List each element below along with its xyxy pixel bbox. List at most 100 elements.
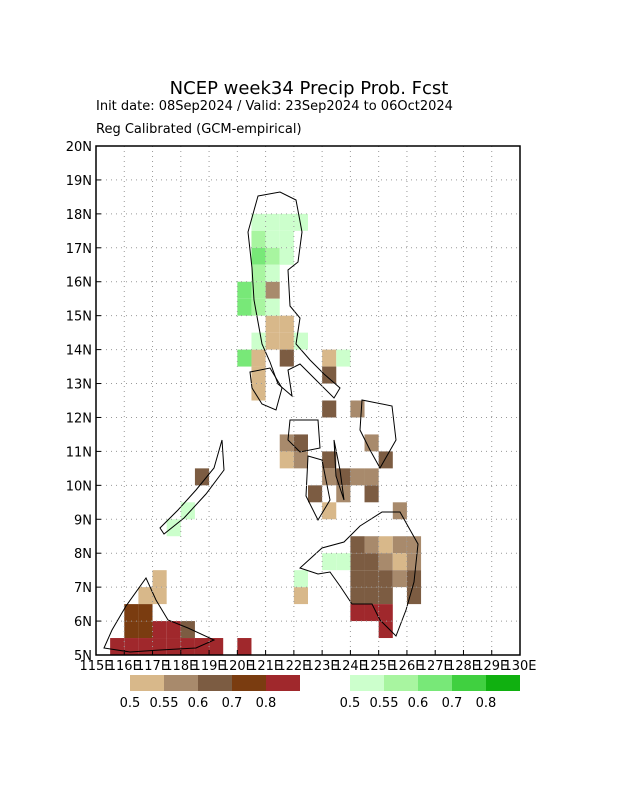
y-tick-label: 13N <box>66 378 92 393</box>
prob-cell <box>378 587 393 605</box>
cells <box>110 213 422 655</box>
prob-cell <box>293 213 308 231</box>
prob-cell <box>251 230 266 248</box>
subtitle: Init date: 08Sep2024 / Valid: 23Sep2024 … <box>96 99 453 114</box>
prob-cell <box>279 332 294 350</box>
prob-cell <box>322 400 337 418</box>
prob-cell <box>180 638 195 655</box>
panay <box>287 419 321 453</box>
negros-cebu <box>305 439 345 522</box>
prob-cell <box>293 570 308 588</box>
prob-cell <box>279 451 294 469</box>
prob-cell <box>180 502 195 520</box>
chart-title: NCEP week34 Precip Prob. Fcst <box>170 78 449 99</box>
prob-cell <box>265 213 280 231</box>
legend-swatch <box>164 675 198 691</box>
prob-cell <box>279 230 294 248</box>
prob-cell <box>378 536 393 554</box>
y-tick-label: 6N <box>74 615 92 630</box>
prob-cell <box>209 638 224 655</box>
x-tick-label: 116E <box>108 659 141 674</box>
x-tick-label: 129E <box>475 659 508 674</box>
prob-cell <box>152 587 167 605</box>
mindoro <box>249 367 283 411</box>
prob-cell <box>350 400 365 418</box>
prob-cell <box>322 553 337 571</box>
prob-cell <box>378 553 393 571</box>
x-tick-label: 123E <box>306 659 339 674</box>
prob-cell <box>152 621 167 639</box>
legend-swatch <box>232 675 266 691</box>
y-tick-label: 16N <box>66 276 92 291</box>
samar-leyte <box>359 399 397 470</box>
x-tick-label: 115E <box>79 659 112 674</box>
legend-label: 0.6 <box>408 696 429 711</box>
prob-cell <box>124 604 139 622</box>
prob-cell <box>180 621 195 639</box>
legend-label: 0.6 <box>188 696 209 711</box>
y-tick-label: 7N <box>74 581 92 596</box>
prob-cell <box>392 553 407 571</box>
y-tick-label: 10N <box>66 479 92 494</box>
prob-cell <box>279 213 294 231</box>
prob-cell <box>138 587 153 605</box>
prob-cell <box>152 638 167 655</box>
prob-cell <box>378 604 393 622</box>
prob-cell <box>322 502 337 520</box>
prob-cell <box>293 434 308 452</box>
prob-cell <box>364 604 379 622</box>
x-tick-label: 121E <box>249 659 282 674</box>
prob-cell <box>110 638 125 655</box>
y-tick-label: 18N <box>66 208 92 223</box>
prob-cell <box>350 536 365 554</box>
legend-label: 0.5 <box>120 696 141 711</box>
mindanao <box>299 511 419 637</box>
legend: 0.5 0.55 0.6 0.7 0.8 0.5 0.55 0.6 0.7 0.8 <box>120 675 520 711</box>
y-tick-label: 20N <box>66 140 92 155</box>
prob-cell <box>124 638 139 655</box>
prob-cell <box>350 468 365 486</box>
legend-label: 0.7 <box>442 696 463 711</box>
legend-swatch <box>486 675 520 691</box>
legend-label: 0.8 <box>476 696 497 711</box>
y-tick-label: 9N <box>74 513 92 528</box>
legend-swatch <box>266 675 300 691</box>
frame <box>95 145 521 656</box>
prob-cell <box>350 604 365 622</box>
legend-swatch <box>384 675 418 691</box>
prob-cell <box>406 536 422 554</box>
prob-cell <box>350 553 365 571</box>
prob-cell <box>152 570 167 588</box>
prob-cell <box>350 587 365 605</box>
legend-label: 0.55 <box>150 696 179 711</box>
x-tick-label: 128E <box>447 659 480 674</box>
prob-cell <box>322 349 337 367</box>
x-tick-label: 124E <box>334 659 367 674</box>
prob-cell <box>336 349 351 367</box>
prob-cell <box>265 247 280 265</box>
prob-cell <box>392 502 407 520</box>
prob-cell <box>237 638 252 655</box>
prob-cell <box>364 553 379 571</box>
prob-cell <box>251 383 266 401</box>
prob-cell <box>251 349 266 367</box>
prob-cell <box>251 213 266 231</box>
prob-cell <box>166 621 181 639</box>
y-tick-label: 19N <box>66 174 92 189</box>
prob-cell <box>406 553 422 571</box>
x-tick-label: 117E <box>136 659 169 674</box>
palawan <box>159 439 225 535</box>
legend-swatch <box>130 675 164 691</box>
prob-cell <box>350 570 365 588</box>
x-tick-label: 119E <box>193 659 226 674</box>
prob-cell <box>265 230 280 248</box>
prob-cell <box>124 621 139 639</box>
prob-cell <box>237 281 252 299</box>
y-tick-label: 8N <box>74 547 92 562</box>
prob-cell <box>336 468 351 486</box>
legend-label: 0.5 <box>340 696 361 711</box>
legend-label: 0.7 <box>222 696 243 711</box>
legend-swatch <box>198 675 232 691</box>
